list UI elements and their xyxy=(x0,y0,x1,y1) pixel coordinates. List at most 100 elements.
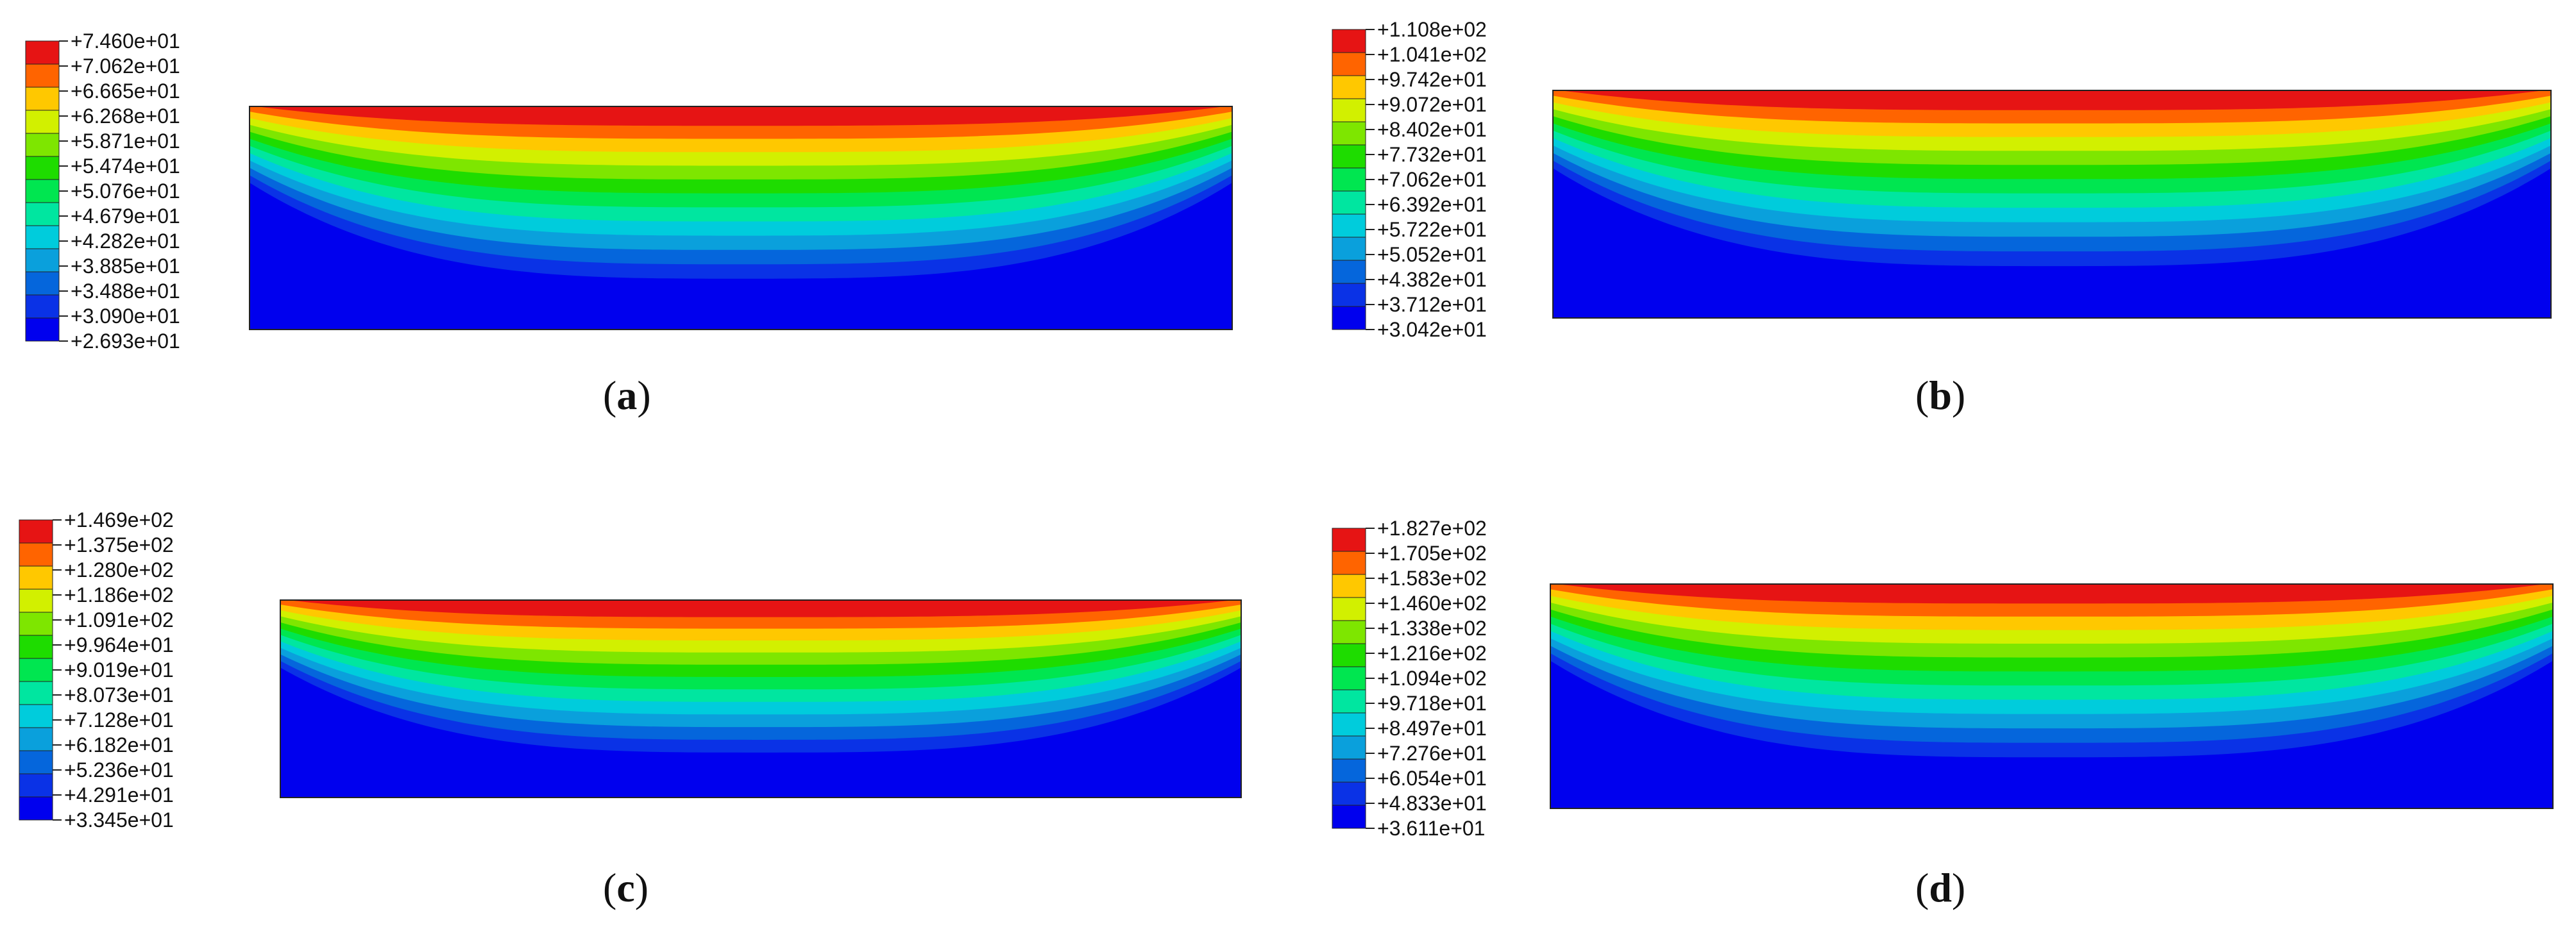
legend-swatch xyxy=(19,519,53,544)
legend-tick-label: +7.062e+01 xyxy=(1377,168,1487,191)
legend-tick-label: +3.885e+01 xyxy=(71,255,180,278)
legend-swatch xyxy=(25,156,60,180)
contour-plot-a xyxy=(249,106,1233,330)
contour-corner-lobe-left xyxy=(1552,249,1618,319)
legend-tick-label: +1.186e+02 xyxy=(64,583,174,606)
legend-swatch xyxy=(19,589,53,613)
legend-tick-label: +1.583e+02 xyxy=(1377,567,1487,590)
legend-swatch xyxy=(19,542,53,567)
legend-tick-label: +7.460e+01 xyxy=(71,29,180,53)
legend-swatch xyxy=(25,179,60,203)
legend-tick-label: +6.054e+01 xyxy=(1377,767,1487,790)
legend-swatch xyxy=(1332,121,1366,146)
contour-plot-d xyxy=(1550,583,2554,809)
contour-band xyxy=(249,182,1233,330)
legend-swatch xyxy=(1332,758,1366,783)
legend-tick-label: +7.062e+01 xyxy=(71,54,180,78)
legend-swatch xyxy=(25,63,60,88)
contour-corner-lobe-right xyxy=(2491,259,2552,319)
legend-tick-label: +3.488e+01 xyxy=(71,280,180,303)
legend-swatch xyxy=(1332,29,1366,53)
legend-tick-label: +5.871e+01 xyxy=(71,130,180,153)
legend-swatch xyxy=(25,40,60,65)
legend-swatch xyxy=(1332,643,1366,667)
legend-swatch xyxy=(1332,666,1366,690)
legend-swatch xyxy=(1332,52,1366,76)
legend-tick-label: +1.705e+02 xyxy=(1377,542,1487,565)
legend-tick-label: +1.094e+02 xyxy=(1377,667,1487,690)
legend-swatch xyxy=(19,750,53,774)
legend-tick-label: +3.712e+01 xyxy=(1377,293,1487,316)
legend-swatch xyxy=(25,317,60,342)
legend-swatch xyxy=(19,635,53,659)
legend-tick-label: +7.276e+01 xyxy=(1377,742,1487,765)
legend-tick-label: +3.042e+01 xyxy=(1377,318,1487,341)
caption-c: (c) xyxy=(603,865,649,910)
contour-plot-b xyxy=(1552,90,2552,319)
legend-tick-label: +7.732e+01 xyxy=(1377,143,1487,166)
legend-swatch xyxy=(1332,98,1366,122)
legend-swatch xyxy=(25,294,60,319)
legend-tick-label: +9.072e+01 xyxy=(1377,93,1487,116)
legend-tick-label: +1.041e+02 xyxy=(1377,43,1487,66)
legend-tick-label: +2.693e+01 xyxy=(71,330,180,353)
contour-corner-lobe-right xyxy=(1184,746,1242,798)
legend-swatch xyxy=(1332,781,1366,806)
legend-swatch xyxy=(25,87,60,111)
legend-swatch xyxy=(1332,574,1366,598)
legend-swatch xyxy=(1332,735,1366,760)
legend-tick-label: +6.182e+01 xyxy=(64,733,174,756)
legend-tick-label: +4.282e+01 xyxy=(71,230,180,253)
legend-swatch xyxy=(1332,528,1366,552)
legend-c: +1.469e+02+1.375e+02+1.280e+02+1.186e+02… xyxy=(19,508,174,832)
legend-tick-label: +1.216e+02 xyxy=(1377,642,1487,665)
legend-swatch xyxy=(19,612,53,636)
legend-tick-label: +6.268e+01 xyxy=(71,104,180,128)
legend-tick-label: +9.964e+01 xyxy=(64,633,174,656)
legend-tick-label: +1.338e+02 xyxy=(1377,617,1487,640)
legend-swatch xyxy=(1332,237,1366,261)
contour-corner-lobe-right xyxy=(1173,272,1233,330)
legend-swatch xyxy=(1332,620,1366,644)
legend-tick-label: +8.402e+01 xyxy=(1377,118,1487,141)
legend-swatch xyxy=(1332,190,1366,215)
legend-swatch xyxy=(1332,805,1366,829)
caption-d: (d) xyxy=(1915,865,1966,910)
legend-tick-label: +6.392e+01 xyxy=(1377,193,1487,216)
legend-tick-label: +8.073e+01 xyxy=(64,683,174,706)
contour-corner-lobe-right xyxy=(2493,750,2554,809)
legend-tick-label: +4.291e+01 xyxy=(64,783,174,806)
legend-a: +7.460e+01+7.062e+01+6.665e+01+6.268e+01… xyxy=(25,29,180,353)
contour-corner-lobe-left xyxy=(249,263,313,330)
legend-tick-label: +6.665e+01 xyxy=(71,79,180,103)
legend-tick-label: +1.091e+02 xyxy=(64,608,174,631)
legend-d: +1.827e+02+1.705e+02+1.583e+02+1.460e+02… xyxy=(1332,517,1487,840)
caption-a: (a) xyxy=(603,372,651,418)
legend-tick-label: +5.722e+01 xyxy=(1377,218,1487,241)
legend-tick-label: +9.019e+01 xyxy=(64,658,174,681)
legend-swatch xyxy=(1332,283,1366,307)
legend-swatch xyxy=(19,727,53,751)
contour-frame xyxy=(280,599,1242,798)
legend-swatch xyxy=(25,248,60,272)
legend-swatch xyxy=(1332,306,1366,330)
legend-swatch xyxy=(1332,712,1366,737)
contour-band xyxy=(1552,167,2552,319)
legend-tick-label: +4.382e+01 xyxy=(1377,268,1487,291)
legend-swatch xyxy=(19,565,53,590)
caption-b: (b) xyxy=(1915,372,1966,418)
legend-swatch xyxy=(19,681,53,705)
legend-swatch xyxy=(1332,213,1366,238)
legend-tick-label: +5.076e+01 xyxy=(71,180,180,203)
legend-swatch xyxy=(1332,260,1366,284)
legend-swatch xyxy=(25,133,60,157)
legend-swatch xyxy=(19,773,53,798)
legend-tick-label: +8.497e+01 xyxy=(1377,717,1487,740)
legend-swatch xyxy=(1332,75,1366,99)
legend-swatch xyxy=(1332,144,1366,169)
contour-band xyxy=(280,667,1242,798)
legend-swatch xyxy=(25,110,60,134)
legend-tick-label: +3.611e+01 xyxy=(1377,817,1485,840)
legend-swatch xyxy=(1332,597,1366,621)
legend-tick-label: +5.474e+01 xyxy=(71,155,180,178)
